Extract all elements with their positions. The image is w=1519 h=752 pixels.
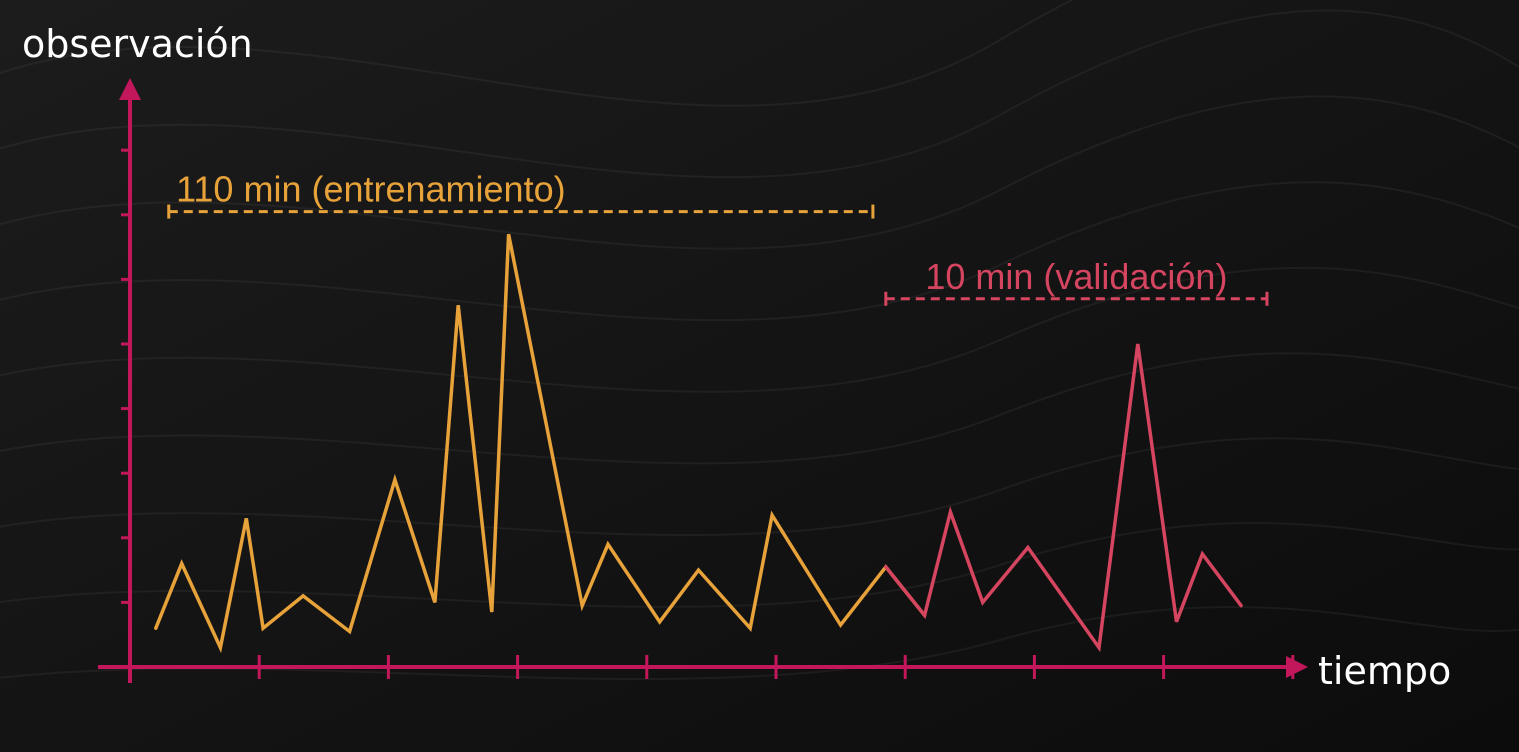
background-wave <box>0 0 1075 107</box>
series-line-train <box>154 233 927 654</box>
background-wave <box>0 266 1519 393</box>
background-wave <box>0 521 1519 608</box>
x-axis-label: tiempo <box>1318 649 1451 693</box>
annotation-label: 10 min (validación) <box>925 256 1227 297</box>
annotation-label: 110 min (entrenamiento) <box>176 169 566 210</box>
axes <box>98 78 1308 683</box>
background-wave <box>0 606 1519 681</box>
y-axis-arrow-icon <box>119 78 141 100</box>
background-wave <box>0 352 1519 465</box>
annotation-train: 110 min (entrenamiento) <box>167 169 875 219</box>
series-line-validation <box>884 343 1243 653</box>
annotation-validation: 10 min (validación) <box>884 256 1269 306</box>
series-layer <box>154 233 1243 654</box>
annotations: 110 min (entrenamiento) 10 min (validació… <box>167 169 1269 306</box>
background-wave <box>0 437 1519 537</box>
x-ticks <box>257 655 1295 679</box>
background-wave <box>0 95 1519 250</box>
y-axis-label: observación <box>22 22 253 66</box>
y-ticks <box>121 148 130 604</box>
background-wave <box>0 9 1519 179</box>
